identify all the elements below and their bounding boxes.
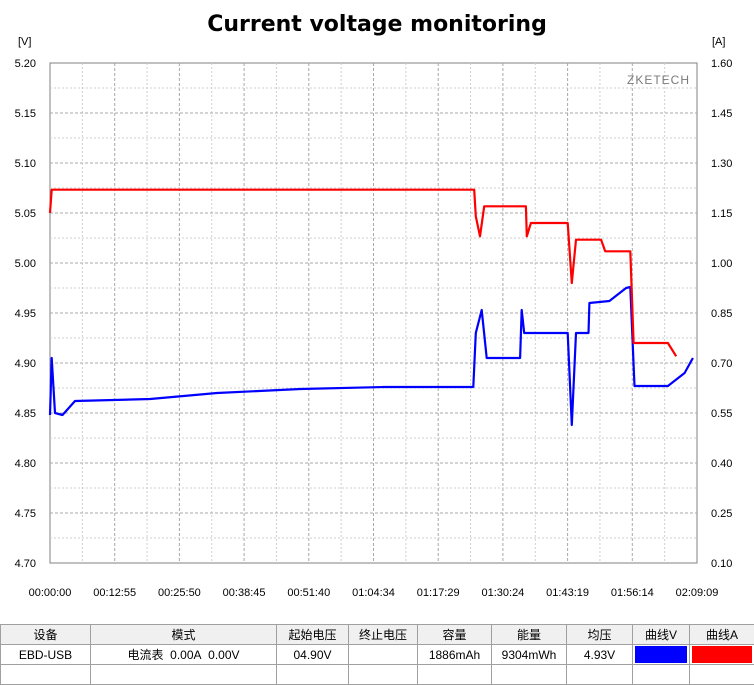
- cell-curve-v[interactable]: [632, 644, 690, 665]
- cell-curve-a[interactable]: [689, 644, 754, 665]
- y-left-tick-label: 5.15: [15, 108, 36, 120]
- mode-current: 0.00A: [170, 648, 202, 662]
- header-start-voltage: 起始电压: [276, 624, 349, 645]
- stats-header-row: 设备 模式 起始电压 终止电压 容量 能量 均压 曲线V 曲线A: [0, 624, 754, 645]
- stats-empty-row: [0, 664, 754, 685]
- y-right-tick-label: 0.70: [711, 358, 732, 370]
- header-curve-v: 曲线V: [632, 624, 690, 645]
- x-tick-label: 01:17:29: [417, 587, 460, 599]
- series-layer: [48, 188, 694, 427]
- curve-v-color-swatch[interactable]: [635, 646, 687, 663]
- empty-cell: [689, 664, 754, 685]
- mode-label: 电流表: [127, 648, 164, 662]
- y-left-tick-label: 4.75: [15, 508, 36, 520]
- voltage-series-line: [48, 285, 694, 427]
- x-tick-label: 00:51:40: [287, 587, 330, 599]
- y-right-tick-label: 0.55: [711, 408, 732, 420]
- curve-a-color-swatch[interactable]: [692, 646, 752, 663]
- stats-table: 设备 模式 起始电压 终止电压 容量 能量 均压 曲线V 曲线A EBD-USB…: [0, 624, 754, 685]
- axis-labels: 00:00:00 00:12:55 00:25:50 00:38:45 00:51:40…: [15, 58, 733, 599]
- y-left-tick-label: 5.20: [15, 58, 36, 70]
- empty-cell: [566, 664, 633, 685]
- empty-cell: [276, 664, 349, 685]
- header-device: 设备: [0, 624, 91, 645]
- voltage-current-chart: ZKETECH 00:00:00 00:12:55 00:25:50 00:38:45…: [15, 36, 733, 599]
- mode-voltage: 0.00V: [208, 648, 240, 662]
- y-right-tick-label: 0.10: [711, 558, 732, 570]
- x-tick-label: 02:09:09: [676, 587, 719, 599]
- y-right-tick-label: 1.60: [711, 58, 732, 70]
- x-tick-label: 00:12:55: [93, 587, 136, 599]
- header-mode: 模式: [90, 624, 277, 645]
- y-right-tick-label: 0.85: [711, 308, 732, 320]
- y-right-tick-label: 1.15: [711, 208, 732, 220]
- y-left-tick-label: 4.90: [15, 358, 36, 370]
- y-right-tick-label: 0.25: [711, 508, 732, 520]
- cell-capacity: 1886mAh: [417, 644, 492, 665]
- x-tick-label: 01:56:14: [611, 587, 654, 599]
- x-tick-label: 01:30:24: [481, 587, 524, 599]
- header-curve-a: 曲线A: [689, 624, 754, 645]
- y-left-tick-label: 4.70: [15, 558, 36, 570]
- empty-cell: [90, 664, 277, 685]
- right-axis-unit: [A]: [712, 36, 725, 48]
- x-tick-label: 01:04:34: [352, 587, 395, 599]
- empty-cell: [491, 664, 567, 685]
- empty-cell: [417, 664, 492, 685]
- x-tick-label: 00:00:00: [29, 587, 72, 599]
- cell-end-voltage: [348, 644, 418, 665]
- x-tick-label: 00:38:45: [223, 587, 266, 599]
- header-end-voltage: 终止电压: [348, 624, 418, 645]
- y-right-tick-label: 1.45: [711, 108, 732, 120]
- header-avg-voltage: 均压: [566, 624, 633, 645]
- empty-cell: [0, 664, 91, 685]
- y-left-tick-label: 4.85: [15, 408, 36, 420]
- cell-device: EBD-USB: [0, 644, 91, 665]
- empty-cell: [632, 664, 690, 685]
- cell-energy: 9304mWh: [491, 644, 567, 665]
- watermark: ZKETECH: [627, 73, 690, 87]
- y-left-tick-label: 5.05: [15, 208, 36, 220]
- current-series-line: [48, 188, 678, 357]
- y-left-tick-label: 4.95: [15, 308, 36, 320]
- chart-title: Current voltage monitoring: [207, 12, 547, 37]
- cell-start-voltage: 04.90V: [276, 644, 349, 665]
- empty-cell: [348, 664, 418, 685]
- y-left-tick-label: 4.80: [15, 458, 36, 470]
- left-axis-unit: [V]: [18, 36, 31, 48]
- x-tick-label: 01:43:19: [546, 587, 589, 599]
- y-right-tick-label: 1.30: [711, 158, 732, 170]
- y-left-tick-label: 5.10: [15, 158, 36, 170]
- x-tick-label: 00:25:50: [158, 587, 201, 599]
- y-left-tick-label: 5.00: [15, 258, 36, 270]
- cell-avg-voltage: 4.93V: [566, 644, 633, 665]
- stats-data-row[interactable]: EBD-USB 电流表 0.00A 0.00V 04.90V 1886mAh 9…: [0, 644, 754, 665]
- header-energy: 能量: [491, 624, 567, 645]
- header-capacity: 容量: [417, 624, 492, 645]
- y-right-tick-label: 1.00: [711, 258, 732, 270]
- cell-mode: 电流表 0.00A 0.00V: [90, 644, 277, 665]
- y-right-tick-label: 0.40: [711, 458, 732, 470]
- grid: [50, 63, 697, 563]
